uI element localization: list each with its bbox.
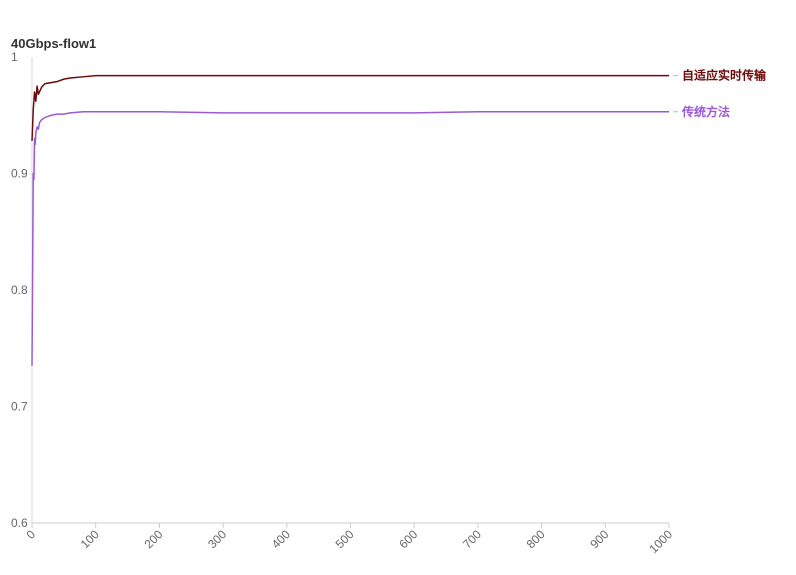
y-tick-label: 0.9 — [11, 167, 28, 181]
series-line-1 — [31, 111, 669, 366]
y-tick-label: 0.8 — [11, 283, 28, 297]
x-tick-label: 500 — [333, 527, 357, 551]
axes: 0.6 0.7 0.8 0.9 1 0 100 200 300 400 500 600 700 800 90… — [11, 50, 675, 556]
y-tick-label: 1 — [11, 50, 18, 64]
x-tick-label: 200 — [141, 527, 165, 551]
x-tick-label: 600 — [396, 527, 420, 551]
y-tick-label: 0.6 — [11, 516, 28, 530]
series-lines — [31, 74, 669, 366]
x-tick-label: 1000 — [646, 527, 675, 556]
x-tick-label: 400 — [269, 527, 293, 551]
x-tick-label: 900 — [587, 527, 611, 551]
series-line-0 — [31, 74, 669, 141]
series-label-0: 自适应实时传输 — [682, 68, 767, 83]
chart-title: 40Gbps-flow1 — [11, 36, 96, 51]
y-tick-label: 0.7 — [11, 400, 28, 414]
x-tick-label: 300 — [205, 527, 229, 551]
x-tick-label: 0 — [23, 527, 38, 542]
x-tick-label: 700 — [460, 527, 484, 551]
x-tick-label: 800 — [524, 527, 548, 551]
x-tick-label: 100 — [78, 527, 102, 551]
series-label-1: 传统方法 — [681, 104, 730, 119]
